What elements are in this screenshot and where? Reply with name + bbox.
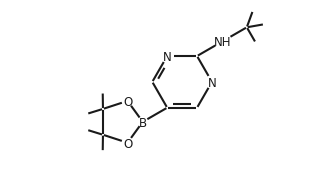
Text: N: N (208, 77, 216, 90)
Text: NH: NH (214, 36, 232, 49)
Text: O: O (123, 138, 132, 151)
Text: O: O (123, 96, 132, 109)
Text: N: N (163, 51, 171, 64)
Text: B: B (139, 117, 147, 130)
